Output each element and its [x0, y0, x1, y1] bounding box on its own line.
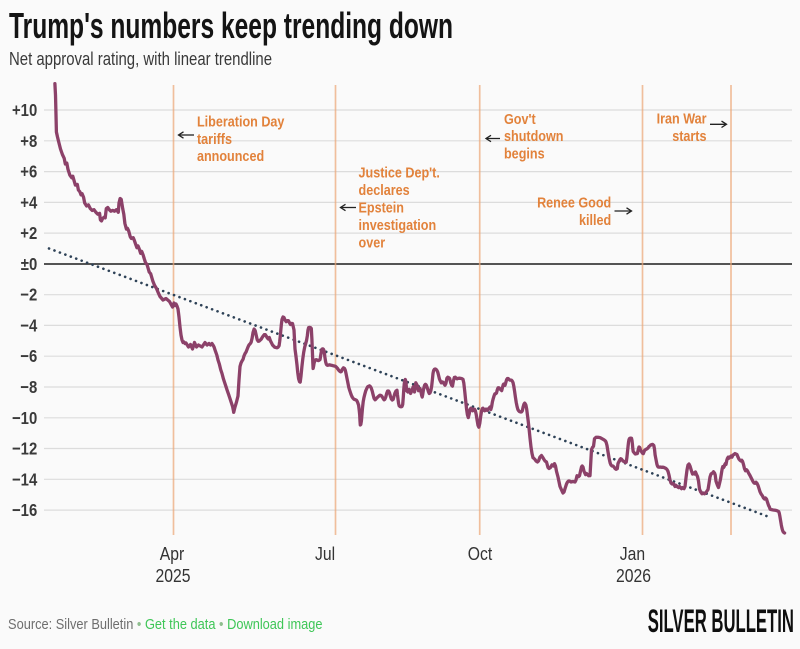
svg-text:−12: −12	[12, 439, 37, 458]
svg-text:Liberation Day: Liberation Day	[197, 112, 285, 129]
svg-text:Epstein: Epstein	[359, 198, 404, 215]
svg-text:+2: +2	[20, 224, 37, 243]
svg-text:−16: −16	[12, 501, 37, 520]
svg-text:announced: announced	[197, 147, 264, 164]
svg-text:Source: Silver Bulletin • Get: Source: Silver Bulletin • Get the data •…	[8, 615, 323, 632]
svg-text:SILVER BULLETIN: SILVER BULLETIN	[648, 604, 794, 639]
svg-text:declares: declares	[359, 181, 410, 198]
svg-text:Iran War: Iran War	[657, 110, 707, 127]
svg-text:tariffs: tariffs	[197, 130, 232, 147]
svg-text:shutdown: shutdown	[504, 127, 563, 144]
svg-text:Net approval rating, with line: Net approval rating, with linear trendli…	[9, 49, 272, 69]
svg-text:−4: −4	[20, 316, 37, 335]
svg-text:over: over	[359, 233, 386, 250]
svg-text:+8: +8	[20, 132, 37, 151]
svg-text:−10: −10	[12, 409, 37, 428]
svg-text:killed: killed	[579, 211, 611, 228]
svg-text:±0: ±0	[21, 255, 37, 274]
svg-text:Jan: Jan	[620, 543, 645, 565]
svg-text:−14: −14	[12, 470, 37, 489]
svg-text:2026: 2026	[616, 565, 651, 587]
svg-text:investigation: investigation	[359, 216, 437, 233]
svg-text:Justice Dep't.: Justice Dep't.	[359, 163, 440, 180]
svg-text:Renee Good: Renee Good	[537, 193, 611, 210]
svg-text:Trump's numbers keep trending: Trump's numbers keep trending down	[9, 5, 453, 46]
svg-text:−6: −6	[20, 347, 37, 366]
svg-text:−2: −2	[20, 286, 37, 305]
svg-text:begins: begins	[504, 144, 545, 161]
svg-text:Apr: Apr	[160, 543, 185, 565]
svg-text:−8: −8	[20, 378, 37, 397]
svg-text:+6: +6	[20, 163, 37, 182]
svg-text:+10: +10	[12, 101, 37, 120]
svg-text:+4: +4	[20, 193, 37, 212]
svg-text:Gov't: Gov't	[504, 110, 536, 127]
svg-text:starts: starts	[672, 127, 707, 144]
svg-text:Jul: Jul	[315, 543, 335, 565]
svg-text:2025: 2025	[155, 565, 190, 587]
svg-text:Oct: Oct	[468, 543, 493, 565]
